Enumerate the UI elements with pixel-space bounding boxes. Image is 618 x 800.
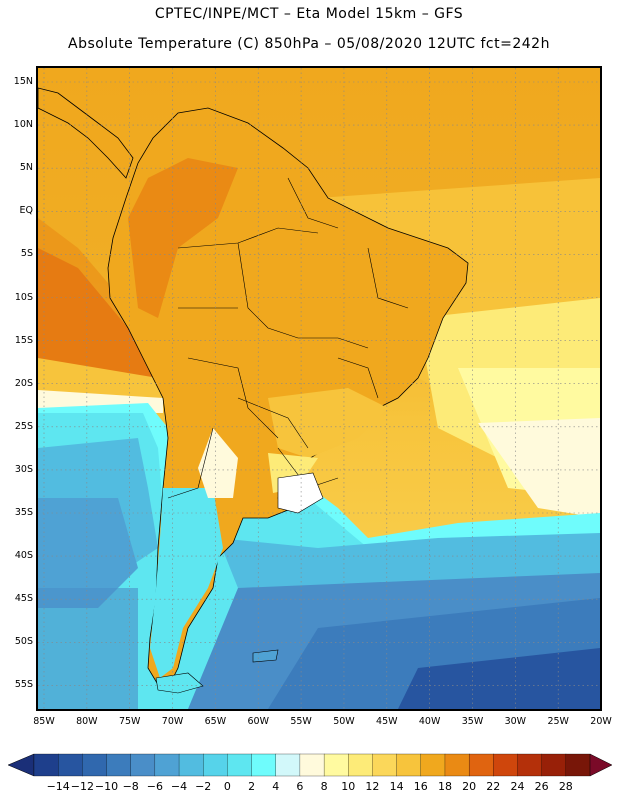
- lon-label: 70W: [161, 716, 184, 727]
- colorbar-high-arrow: [589, 753, 613, 777]
- lat-label: 45S: [14, 593, 33, 605]
- chart-title-line1: CPTEC/INPE/MCT – Eta Model 15km – GFS: [154, 6, 464, 22]
- colorbar-swatch: [517, 753, 543, 777]
- lat-label: 10S: [14, 291, 33, 303]
- land-patagonia-2: [150, 488, 223, 678]
- colorbar-tick-label: −8: [122, 780, 139, 793]
- colorbar-swatch: [468, 753, 494, 777]
- colorbar-swatch: [323, 753, 349, 777]
- land-band-8: [198, 428, 238, 498]
- land-tierra-del-fuego: [155, 672, 204, 694]
- lat-label: 30S: [14, 463, 33, 475]
- land-central-america: [38, 87, 134, 179]
- colorbar-swatch: [348, 753, 373, 777]
- colorbar-tick-label: 18: [437, 780, 452, 793]
- lat-label: 15S: [14, 334, 33, 346]
- lat-label: 50S: [14, 636, 33, 648]
- colorbar-swatch: [58, 753, 83, 777]
- colorbar-swatch: [565, 753, 591, 777]
- colorbar-swatch: [275, 753, 301, 777]
- colorbar-low-arrow: [7, 753, 35, 777]
- colorbar-tick-label: 4: [272, 780, 280, 793]
- colorbar-swatch: [154, 753, 180, 777]
- colorbar-tick-label: −12: [70, 780, 94, 793]
- colorbar-tick-label: −14: [46, 780, 70, 793]
- pacific-band-16: [38, 358, 163, 398]
- lon-label: 60W: [247, 716, 269, 727]
- colorbar-tick-label: 26: [534, 780, 549, 793]
- cold-band-neg2-west: [38, 498, 138, 608]
- land-uruguay-6: [277, 472, 324, 514]
- colorbar-swatch: [444, 753, 470, 777]
- colorbar-tick-label: 6: [296, 780, 304, 793]
- map-panel: [36, 66, 602, 711]
- lat-label: 5N: [19, 162, 33, 174]
- colorbar-swatch: [396, 753, 422, 777]
- colorbar-swatch: [82, 753, 107, 777]
- lat-label: 40S: [14, 550, 33, 562]
- lat-label: 55S: [14, 679, 33, 691]
- colorbar-swatch: [227, 753, 253, 777]
- lon-label: 25W: [547, 716, 569, 727]
- colorbar-tick-label: 12: [365, 780, 380, 793]
- colorbar-tick-label: 14: [389, 780, 404, 793]
- lat-label: 15N: [13, 76, 33, 87]
- atlantic-band-8: [478, 418, 600, 518]
- colorbar-tick-label: 8: [320, 780, 328, 793]
- lon-label: 30W: [504, 716, 527, 727]
- colorbar-tick-label: −6: [146, 780, 163, 793]
- lon-label: 55W: [290, 716, 312, 727]
- cold-band-southwest: [38, 588, 138, 709]
- colorbar-tick-label: 10: [341, 780, 356, 793]
- lat-label: EQ: [19, 205, 33, 217]
- lon-label: 40W: [418, 716, 441, 727]
- lat-label: 35S: [14, 507, 33, 518]
- colorbar-swatch: [299, 753, 325, 777]
- land-falklands: [252, 649, 279, 663]
- chart-title-line2: Absolute Temperature (C) 850hPa – 05/08/…: [68, 36, 550, 52]
- lat-label: 5S: [20, 248, 33, 260]
- land-warm-core-22: [128, 158, 238, 318]
- colorbar-tick-label: 2: [248, 780, 256, 793]
- lon-label: 65W: [204, 716, 227, 727]
- temperature-map: [38, 68, 600, 709]
- lat-label: 20S: [14, 377, 33, 389]
- lon-label: 50W: [333, 716, 355, 727]
- colorbar-swatch: [251, 753, 277, 777]
- colorbar-swatch: [106, 753, 132, 777]
- lat-label: 25S: [14, 420, 33, 432]
- colorbar-swatch: [420, 753, 446, 777]
- lon-label: 80W: [76, 716, 98, 727]
- lon-label: 45W: [376, 716, 398, 727]
- lon-label: 35W: [461, 716, 484, 727]
- lon-label: 20W: [590, 716, 612, 727]
- lon-label: 75W: [118, 716, 141, 727]
- colorbar-tick-label: 20: [462, 780, 477, 793]
- colorbar-swatch: [493, 753, 518, 777]
- lat-lon-grid: [38, 68, 600, 709]
- colorbar-swatch: [372, 753, 398, 777]
- colorbar-tick-label: 28: [558, 780, 573, 793]
- colorbar-tick-label: −2: [195, 780, 212, 793]
- colorbar-tick-label: 0: [223, 780, 231, 793]
- colorbar-tick-label: 24: [510, 780, 525, 793]
- colorbar-tick-label: −4: [170, 780, 188, 793]
- colorbar-swatch: [33, 753, 59, 777]
- cold-band-neg10: [398, 648, 600, 709]
- colorbar-swatch: [203, 753, 228, 777]
- colorbar-swatch: [178, 753, 204, 777]
- colorbar-tick-label: −10: [94, 780, 119, 793]
- colorbar-swatch: [130, 753, 156, 777]
- colorbar-tick-label: 16: [413, 780, 428, 793]
- lon-label: 85W: [33, 716, 55, 727]
- pacific-band-20: [38, 218, 168, 388]
- lat-label: 10N: [13, 119, 33, 131]
- colorbar: [7, 753, 613, 777]
- land-band-18: [238, 328, 338, 398]
- land-band-16: [268, 388, 388, 458]
- colorbar-tick-label: 22: [486, 780, 501, 793]
- colorbar-swatch: [541, 753, 567, 777]
